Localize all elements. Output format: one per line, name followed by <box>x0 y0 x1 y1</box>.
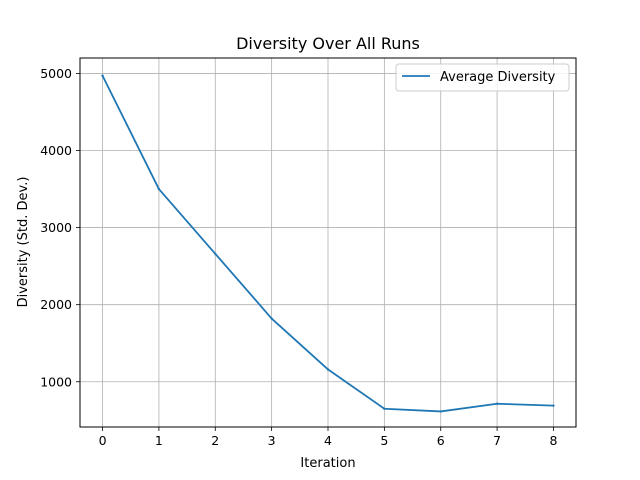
grid <box>80 58 576 427</box>
x-tick-label: 2 <box>211 433 219 448</box>
data-point <box>101 74 104 77</box>
legend-box <box>395 63 570 92</box>
data-point <box>495 402 499 405</box>
x-tick-label: 5 <box>380 433 388 448</box>
y-axis-label: Diversity (Std. Dev.) <box>16 177 31 308</box>
y-tick-label: 3000 <box>40 220 72 235</box>
x-tick-label: 1 <box>155 433 163 448</box>
x-axis-label: Iteration <box>300 456 355 471</box>
data-point <box>214 252 217 255</box>
y-tick-label: 1000 <box>40 374 72 389</box>
x-tick-label: 8 <box>549 433 557 448</box>
x-axis: 0 1 2 3 4 5 6 7 8 <box>99 427 557 448</box>
legend-label: Average Diversity <box>440 70 556 85</box>
chart-title: Diversity Over All Runs <box>236 34 420 53</box>
y-axis: 1000 2000 3000 4000 5000 <box>40 66 80 389</box>
plot-series <box>101 74 555 413</box>
x-tick-label: 6 <box>437 433 445 448</box>
x-tick-label: 4 <box>324 433 332 448</box>
data-point <box>270 317 273 320</box>
data-point <box>383 407 386 410</box>
data-point <box>326 368 330 371</box>
y-tick-label: 4000 <box>40 143 72 158</box>
data-point <box>439 410 442 413</box>
y-tick-label: 5000 <box>40 66 72 81</box>
x-tick-label: 3 <box>268 433 276 448</box>
y-tick-label: 2000 <box>40 297 72 312</box>
x-tick-label: 7 <box>493 433 501 448</box>
data-point <box>552 404 555 407</box>
data-point <box>157 187 161 191</box>
x-tick-label: 0 <box>99 433 107 448</box>
legend: Average Diversity <box>395 63 570 92</box>
